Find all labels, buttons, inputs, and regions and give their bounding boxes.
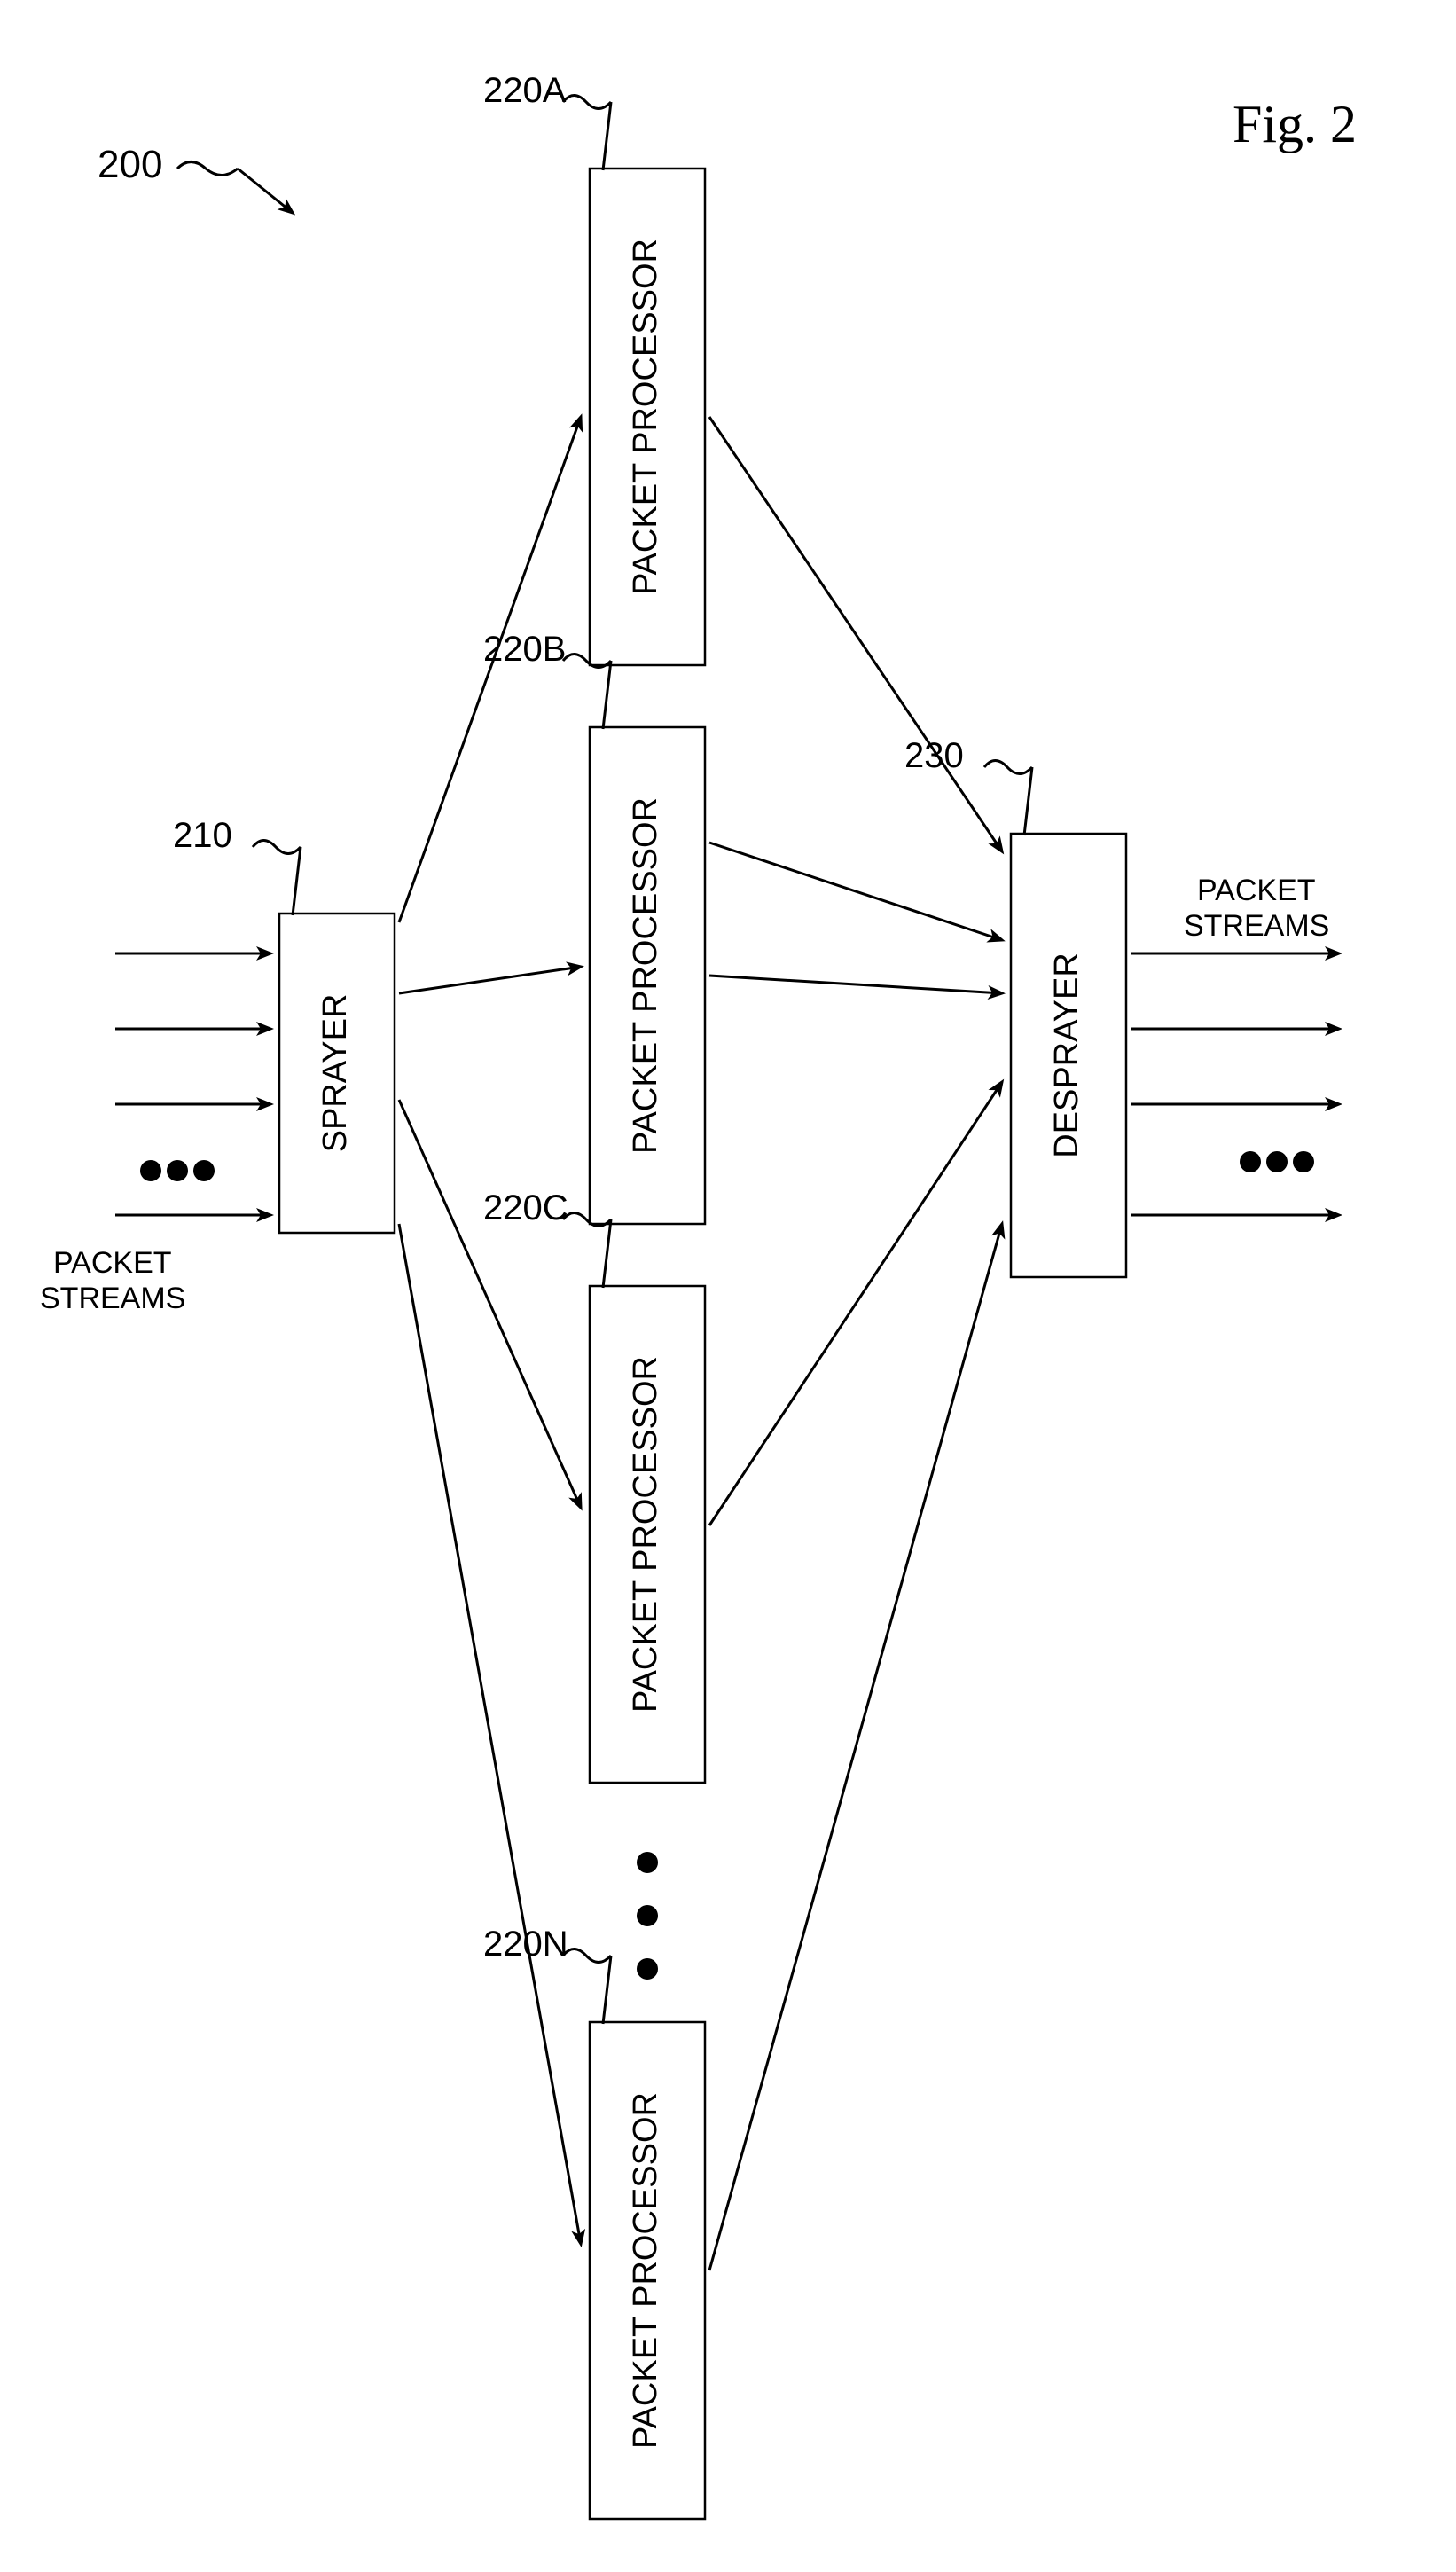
out-ellipsis-dot-2 bbox=[1293, 1151, 1314, 1172]
out-ellipsis-dot-1 bbox=[1266, 1151, 1288, 1172]
pp_b-leader bbox=[603, 661, 611, 729]
desprayer-tilde bbox=[984, 761, 1032, 774]
output-label-2: STREAMS bbox=[1184, 909, 1329, 943]
pp_c-leader bbox=[603, 1219, 611, 1288]
diagram-canvas: Fig. 2 200 SPRAYER 210 PACKET PROCESSOR 220… bbox=[0, 0, 1456, 2572]
ref-arrow-200 bbox=[238, 169, 293, 213]
sprayer-tilde bbox=[253, 841, 301, 854]
pp_a-leader bbox=[603, 102, 611, 170]
pp-to-desprayer-arrow-1 bbox=[709, 843, 1002, 940]
sprayer-leader bbox=[293, 847, 301, 915]
pp_c-ref: 220C bbox=[483, 1188, 568, 1227]
figure-ref: 200 bbox=[98, 143, 162, 186]
pp_b-label: PACKET PROCESSOR bbox=[627, 797, 664, 1154]
input-label-1: PACKET bbox=[53, 1246, 172, 1280]
out-ellipsis-dot-0 bbox=[1240, 1151, 1261, 1172]
pp-to-desprayer-arrow-3 bbox=[709, 1082, 1002, 1525]
desprayer-ref: 230 bbox=[904, 736, 964, 775]
pp_a-tilde bbox=[563, 96, 611, 109]
pp_n-tilde bbox=[563, 1949, 611, 1963]
pp_a-ref: 220A bbox=[483, 71, 567, 110]
v-ellipsis-dot-2 bbox=[637, 1958, 658, 1980]
sprayer-to-pp-arrow-3 bbox=[399, 1224, 581, 2244]
output-label-1: PACKET bbox=[1197, 874, 1316, 907]
in-ellipsis-dot-1 bbox=[167, 1160, 188, 1181]
ellipsis-layer bbox=[140, 1151, 1314, 1980]
in-ellipsis-dot-0 bbox=[140, 1160, 161, 1181]
sprayer-label: SPRAYER bbox=[317, 994, 354, 1153]
v-ellipsis-dot-0 bbox=[637, 1852, 658, 1873]
pp_n-label: PACKET PROCESSOR bbox=[627, 2092, 664, 2449]
arrows-layer bbox=[115, 417, 1339, 2270]
in-ellipsis-dot-2 bbox=[193, 1160, 215, 1181]
pp_n-leader bbox=[603, 1956, 611, 2024]
pp_a-label: PACKET PROCESSOR bbox=[627, 239, 664, 595]
sprayer-to-pp-arrow-0 bbox=[399, 417, 581, 922]
pp-to-desprayer-arrow-2 bbox=[709, 976, 1002, 993]
ref-tilde-200 bbox=[177, 162, 238, 176]
sprayer-ref: 210 bbox=[173, 816, 232, 855]
pp_b-ref: 220B bbox=[483, 630, 566, 669]
figure-title: Fig. 2 bbox=[1233, 95, 1357, 153]
input-label-2: STREAMS bbox=[40, 1282, 185, 1315]
sprayer-to-pp-arrow-2 bbox=[399, 1100, 581, 1508]
desprayer-leader bbox=[1024, 767, 1032, 835]
pp_c-label: PACKET PROCESSOR bbox=[627, 1356, 664, 1713]
desprayer-label: DESPRAYER bbox=[1048, 953, 1085, 1158]
pp-to-desprayer-arrow-4 bbox=[709, 1224, 1002, 2270]
v-ellipsis-dot-1 bbox=[637, 1905, 658, 1926]
pp-to-desprayer-arrow-0 bbox=[709, 417, 1002, 851]
sprayer-to-pp-arrow-1 bbox=[399, 967, 581, 993]
